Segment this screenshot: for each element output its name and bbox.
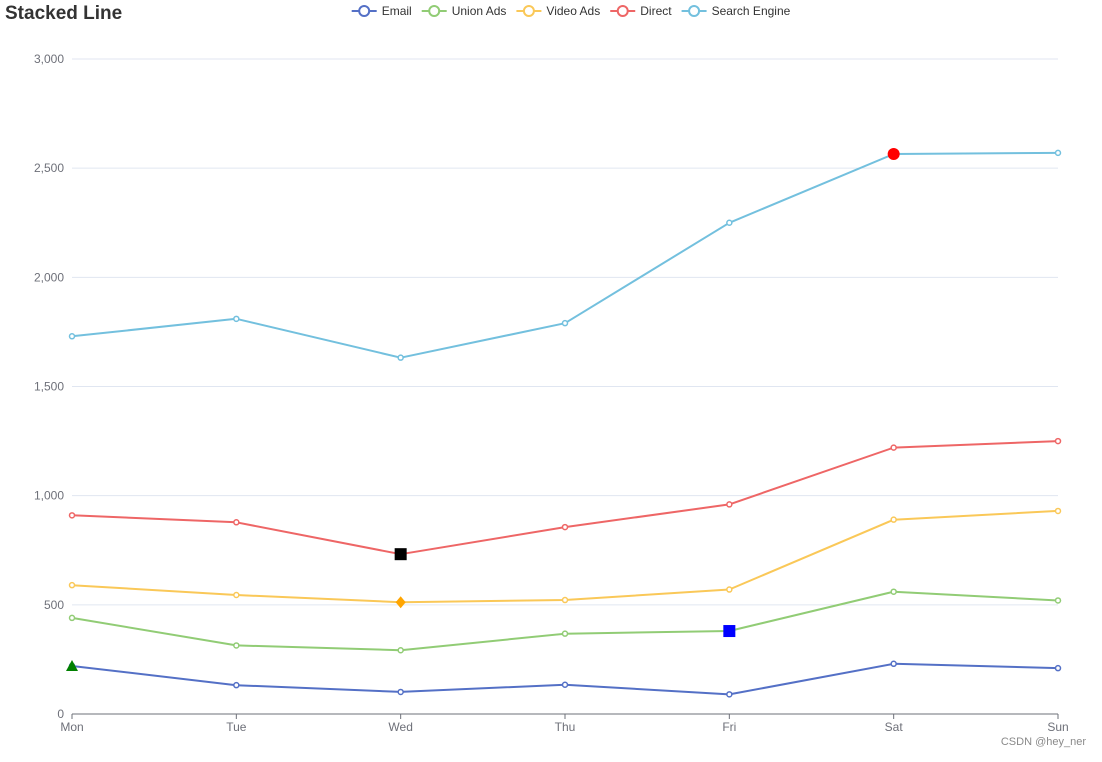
legend-item-direct[interactable]: Direct	[610, 4, 672, 18]
data-point[interactable]	[890, 588, 897, 595]
data-point[interactable]	[561, 523, 569, 531]
series-line-direct	[71, 440, 1059, 556]
legend-item-email[interactable]: Email	[351, 4, 412, 18]
highlight-square-marker[interactable]	[394, 548, 407, 561]
data-point[interactable]	[890, 516, 897, 523]
legend-item-union-ads[interactable]: Union Ads	[421, 4, 507, 18]
data-point[interactable]	[233, 591, 240, 599]
y-tick-label: 0	[57, 707, 64, 721]
series-line-search-engine	[71, 151, 1059, 359]
highlight-triangle-marker[interactable]	[66, 659, 78, 671]
legend-label: Email	[382, 4, 412, 18]
data-point[interactable]	[397, 646, 404, 654]
data-point[interactable]	[1054, 597, 1062, 604]
data-point[interactable]	[233, 315, 240, 323]
series-group	[68, 149, 1062, 698]
data-point[interactable]	[561, 596, 569, 604]
x-tick-label: Thu	[555, 720, 576, 734]
highlight-square-marker[interactable]	[723, 625, 736, 638]
watermark-text: CSDN @hey_ner	[1001, 736, 1086, 748]
legend-label: Video Ads	[546, 4, 600, 18]
data-point[interactable]	[68, 512, 76, 519]
chart-title: Stacked Line	[5, 3, 122, 24]
y-tick-label: 500	[44, 598, 64, 612]
data-point[interactable]	[561, 630, 569, 637]
data-point[interactable]	[68, 614, 76, 622]
data-point[interactable]	[1054, 664, 1062, 672]
legend-item-video-ads[interactable]: Video Ads	[516, 4, 600, 18]
data-point[interactable]	[397, 354, 404, 361]
highlight-markers	[66, 147, 900, 671]
legend: Email Union Ads Video Ads Direct Search Engi…	[351, 4, 791, 18]
x-tick-label: Wed	[388, 720, 412, 734]
data-point[interactable]	[726, 691, 733, 698]
data-point[interactable]	[397, 688, 404, 696]
highlight-diamond-marker[interactable]	[395, 596, 406, 609]
data-point[interactable]	[890, 444, 897, 451]
data-point[interactable]	[561, 681, 569, 688]
y-tick-label: 2,000	[34, 270, 64, 284]
legend-label: Direct	[640, 4, 672, 18]
x-axis: Mon Tue Wed Thu Fri Sat Sun	[60, 714, 1069, 734]
series-direct	[68, 437, 1062, 558]
data-point[interactable]	[233, 519, 240, 526]
data-point[interactable]	[1054, 507, 1062, 515]
x-tick-label: Sat	[885, 720, 904, 734]
y-tick-label: 2,500	[34, 161, 64, 175]
y-tick-label: 1,500	[34, 380, 64, 394]
series-video-ads	[68, 507, 1062, 606]
data-point[interactable]	[68, 581, 76, 589]
legend-label: Union Ads	[452, 4, 507, 18]
legend-label: Search Engine	[712, 4, 791, 18]
data-point[interactable]	[726, 501, 733, 508]
highlight-circle-marker[interactable]	[887, 147, 900, 160]
legend-circle-icon	[428, 5, 441, 17]
series-email	[68, 660, 1062, 698]
data-point[interactable]	[1054, 149, 1062, 157]
data-point[interactable]	[1054, 437, 1062, 445]
y-tick-label: 3,000	[34, 52, 64, 66]
legend-circle-icon	[358, 5, 371, 17]
data-point[interactable]	[726, 586, 733, 593]
legend-circle-icon	[688, 5, 701, 17]
data-point[interactable]	[233, 681, 240, 689]
y-grid: 0 500 1,000 1,500 2,000 2,500 3,000	[34, 52, 1058, 721]
series-search-engine	[68, 149, 1062, 361]
legend-circle-icon	[522, 5, 535, 17]
legend-item-search-engine[interactable]: Search Engine	[681, 4, 791, 18]
x-tick-label: Tue	[226, 720, 247, 734]
series-line-email	[71, 662, 1059, 696]
data-point[interactable]	[890, 660, 897, 668]
legend-circle-icon	[616, 5, 629, 17]
y-tick-label: 1,000	[34, 489, 64, 503]
data-point[interactable]	[726, 219, 733, 226]
data-point[interactable]	[561, 319, 569, 327]
x-tick-label: Mon	[60, 720, 83, 734]
x-tick-label: Sun	[1047, 720, 1068, 734]
x-tick-label: Fri	[722, 720, 736, 734]
data-point[interactable]	[68, 333, 76, 340]
data-point[interactable]	[233, 642, 240, 649]
